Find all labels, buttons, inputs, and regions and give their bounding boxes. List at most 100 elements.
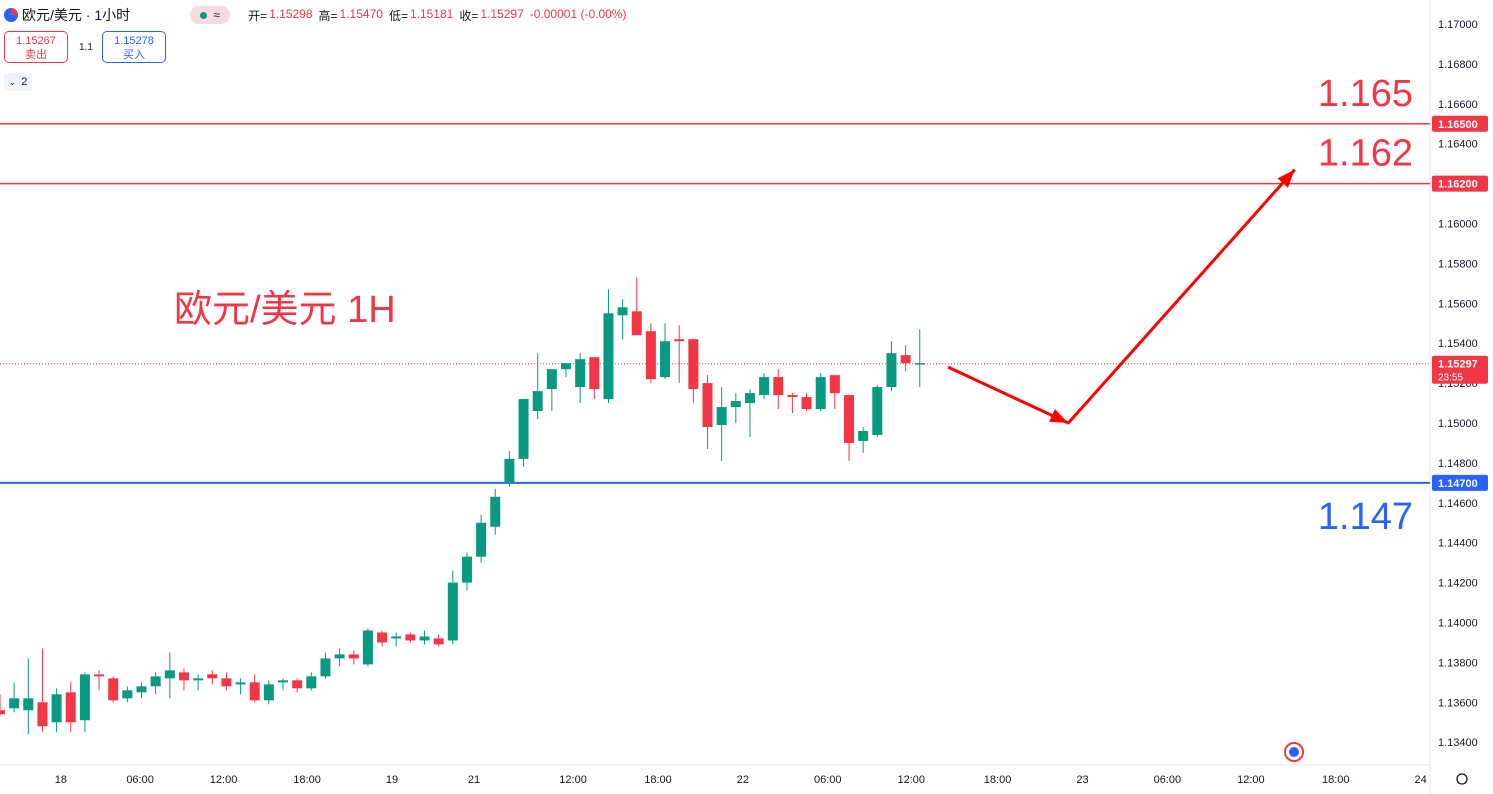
candle-body[interactable] [575, 359, 586, 388]
candle-body[interactable] [617, 307, 628, 316]
symbol-title[interactable]: 欧元/美元 · 1小时 [22, 7, 131, 23]
time-axis-tick-label: 12:00 [897, 774, 925, 786]
last-price-tag-value: 1.15297 [1438, 359, 1478, 371]
spread-value: 1.1 [79, 42, 93, 53]
candle-body[interactable] [207, 674, 218, 679]
candle-body[interactable] [306, 676, 317, 689]
candle-body[interactable] [886, 353, 897, 388]
candle-body[interactable] [0, 710, 5, 715]
candle-body[interactable] [744, 393, 755, 404]
market-status-dot [200, 11, 208, 19]
buy-button[interactable]: 1.15278 买入 [102, 31, 166, 63]
indicators-toggle[interactable]: ⌄ 2 [4, 73, 32, 91]
candle-body[interactable] [716, 407, 727, 425]
price-axis-tick-label: 1.14400 [1438, 538, 1478, 550]
candle-body[interactable] [829, 375, 840, 394]
candle-body[interactable] [23, 698, 34, 711]
candle-body[interactable] [79, 674, 90, 721]
candle-body[interactable] [490, 496, 501, 527]
candle-body[interactable] [518, 399, 529, 459]
candle-body[interactable] [603, 313, 614, 400]
time-axis-tick-label: 18:00 [1322, 774, 1350, 786]
candle-body[interactable] [221, 678, 232, 687]
candle-body[interactable] [561, 363, 571, 370]
settings-gear-icon[interactable] [1456, 773, 1468, 785]
candle-body[interactable] [787, 395, 798, 398]
sell-button[interactable]: 1.15267 卖出 [4, 31, 68, 63]
candle-body[interactable] [150, 676, 161, 687]
candle-body[interactable] [858, 430, 869, 441]
candle-body[interactable] [872, 387, 883, 435]
market-status-pill[interactable]: ≈ [190, 6, 231, 24]
candle-body[interactable] [334, 654, 345, 659]
candle-body[interactable] [433, 638, 444, 645]
ohlc-change-value: -0.00001 (-0.00%) [529, 6, 627, 21]
last-price-countdown: 23:55 [1438, 373, 1463, 384]
level-annotation-text: 1.147 [1318, 496, 1413, 538]
price-axis-tick-label: 1.15000 [1438, 418, 1478, 430]
candle-body[interactable] [178, 672, 189, 681]
candle-body[interactable] [759, 377, 770, 396]
candle-body[interactable] [391, 636, 402, 639]
candle-body[interactable] [348, 654, 359, 659]
time-axis-tick-label: 12:00 [1237, 774, 1265, 786]
candle-body[interactable] [122, 690, 133, 699]
candle-body[interactable] [193, 678, 204, 681]
candle-body[interactable] [914, 363, 925, 365]
candle-body[interactable] [37, 702, 48, 727]
candle-body[interactable] [631, 311, 642, 336]
ohlc-close-label: 收= [459, 8, 479, 23]
time-axis-tick-label: 23 [1076, 774, 1088, 786]
candle-body[interactable] [900, 355, 911, 364]
candle-body[interactable] [801, 397, 812, 410]
price-axis-tick-label: 1.14800 [1438, 458, 1478, 470]
candle-body[interactable] [320, 658, 331, 677]
candle-body[interactable] [461, 556, 472, 583]
ohlc-low-label: 低= [388, 8, 408, 23]
candle-body[interactable] [730, 401, 741, 408]
candle-body[interactable] [688, 339, 699, 390]
candle-body[interactable] [546, 369, 557, 390]
candle-body[interactable] [9, 698, 20, 709]
price-axis-tick-label: 1.14600 [1438, 498, 1478, 510]
time-axis-tick-label: 12:00 [559, 774, 587, 786]
price-axis-tick-label: 1.15600 [1438, 298, 1478, 310]
price-axis-tick-label: 1.13400 [1438, 737, 1478, 749]
level-annotation-text: 1.165 [1318, 73, 1413, 115]
candle-body[interactable] [94, 674, 105, 677]
sell-price: 1.15267 [16, 35, 56, 47]
candle-body[interactable] [292, 680, 303, 689]
candle-body[interactable] [504, 458, 515, 483]
projection-arrow-up [1277, 169, 1295, 188]
candle-body[interactable] [377, 632, 388, 643]
candle-body[interactable] [674, 339, 685, 342]
candle-body[interactable] [65, 692, 76, 723]
candle-body[interactable] [815, 377, 826, 410]
last-price-tag [1432, 355, 1488, 384]
ohlc-readout: 开= 1.15298 高= 1.15470 低= 1.15181 收= 1.15297 … [248, 7, 632, 24]
candle-body[interactable] [660, 341, 671, 378]
candle-body[interactable] [278, 680, 288, 683]
candle-body[interactable] [108, 678, 119, 701]
candle-body[interactable] [362, 630, 373, 665]
buy-label: 买入 [123, 49, 145, 61]
candle-body[interactable] [164, 670, 175, 679]
candle-body[interactable] [405, 634, 416, 641]
candle-body[interactable] [263, 684, 274, 701]
candle-body[interactable] [532, 391, 543, 412]
candle-body[interactable] [249, 682, 260, 701]
time-axis-tick-label: 19 [386, 774, 398, 786]
candle-body[interactable] [51, 694, 62, 723]
candle-body[interactable] [419, 636, 430, 641]
candle-body[interactable] [702, 383, 713, 427]
candle-body[interactable] [235, 682, 246, 685]
price-axis-level-tag [1432, 175, 1488, 192]
candle-body[interactable] [844, 395, 854, 443]
candle-body[interactable] [645, 331, 656, 380]
candle-body[interactable] [136, 686, 147, 693]
candle-body[interactable] [476, 522, 487, 557]
candle-body[interactable] [589, 357, 600, 390]
candle-body[interactable] [447, 582, 458, 641]
candle-body[interactable] [773, 377, 784, 396]
